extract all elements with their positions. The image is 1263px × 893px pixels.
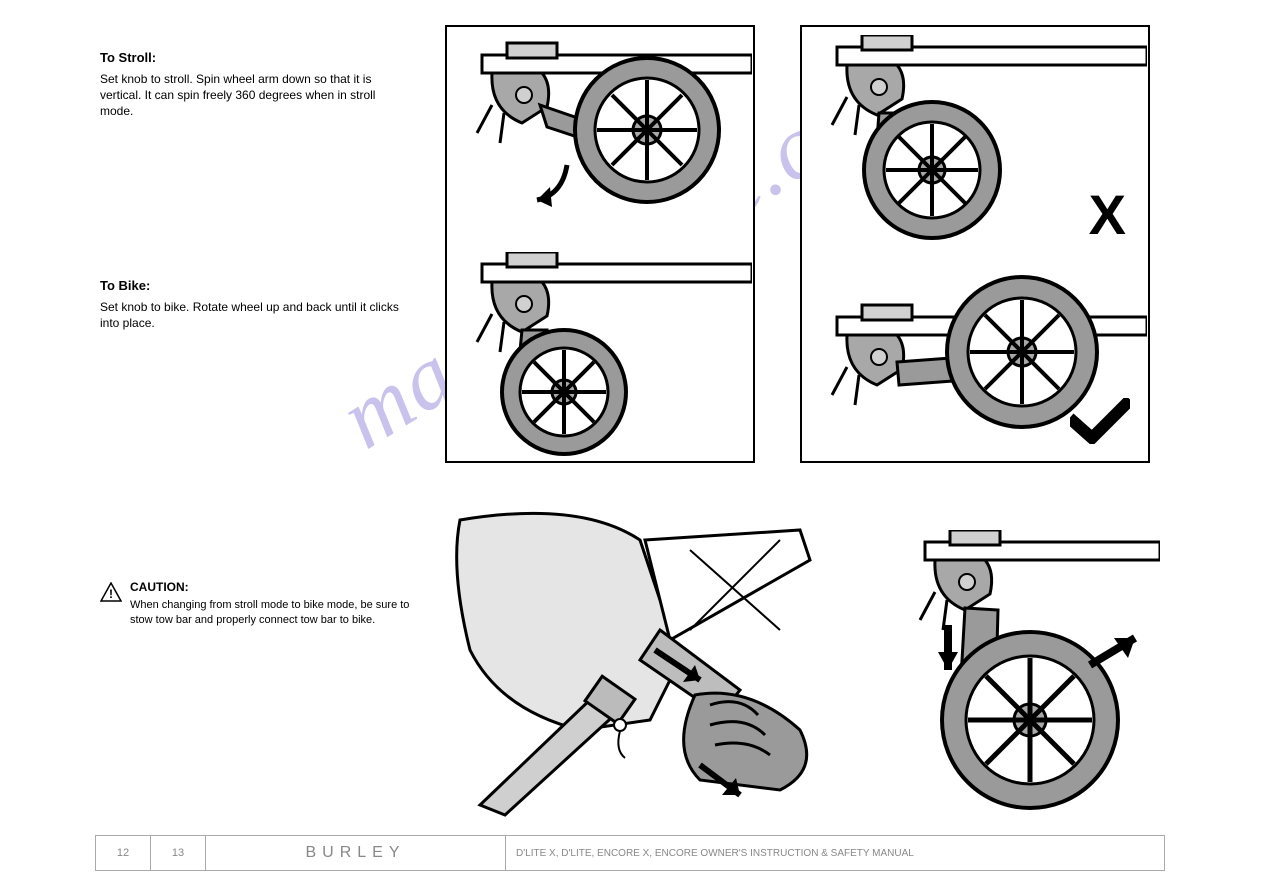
bike-title: To Bike:	[100, 278, 410, 293]
diagram-stroll-step1	[452, 35, 752, 240]
diagram-wheel-arrows	[880, 530, 1140, 810]
svg-text:!: !	[109, 587, 113, 601]
stroll-text: Set knob to stroll. Spin wheel arm down …	[100, 71, 410, 120]
page-footer: 12 13 BURLEY D'LITE X, D'LITE, ENCORE X,…	[95, 835, 1165, 871]
diagram-frame-bike: X	[800, 25, 1150, 463]
footer-page-right: 13	[151, 836, 206, 870]
wrong-mark-icon: X	[1089, 182, 1126, 247]
caution-text: When changing from stroll mode to bike m…	[130, 598, 410, 628]
footer-brand: BURLEY	[206, 836, 506, 870]
caution-title: CAUTION:	[130, 580, 410, 594]
diagram-frame-stroll	[445, 25, 755, 463]
footer-page-left: 12	[96, 836, 151, 870]
caution-block: CAUTION: When changing from stroll mode …	[130, 580, 410, 628]
bike-text: Set knob to bike. Rotate wheel up and ba…	[100, 299, 410, 331]
correct-mark-icon	[1070, 398, 1130, 449]
footer-manual-title: D'LITE X, D'LITE, ENCORE X, ENCORE OWNER…	[506, 836, 1164, 870]
stroll-title: To Stroll:	[100, 50, 410, 65]
diagram-towbar-hand	[440, 510, 840, 820]
instruction-column: To Stroll: Set knob to stroll. Spin whee…	[100, 50, 410, 349]
diagram-stroll-step2	[452, 252, 752, 457]
warning-icon: !	[100, 582, 122, 607]
